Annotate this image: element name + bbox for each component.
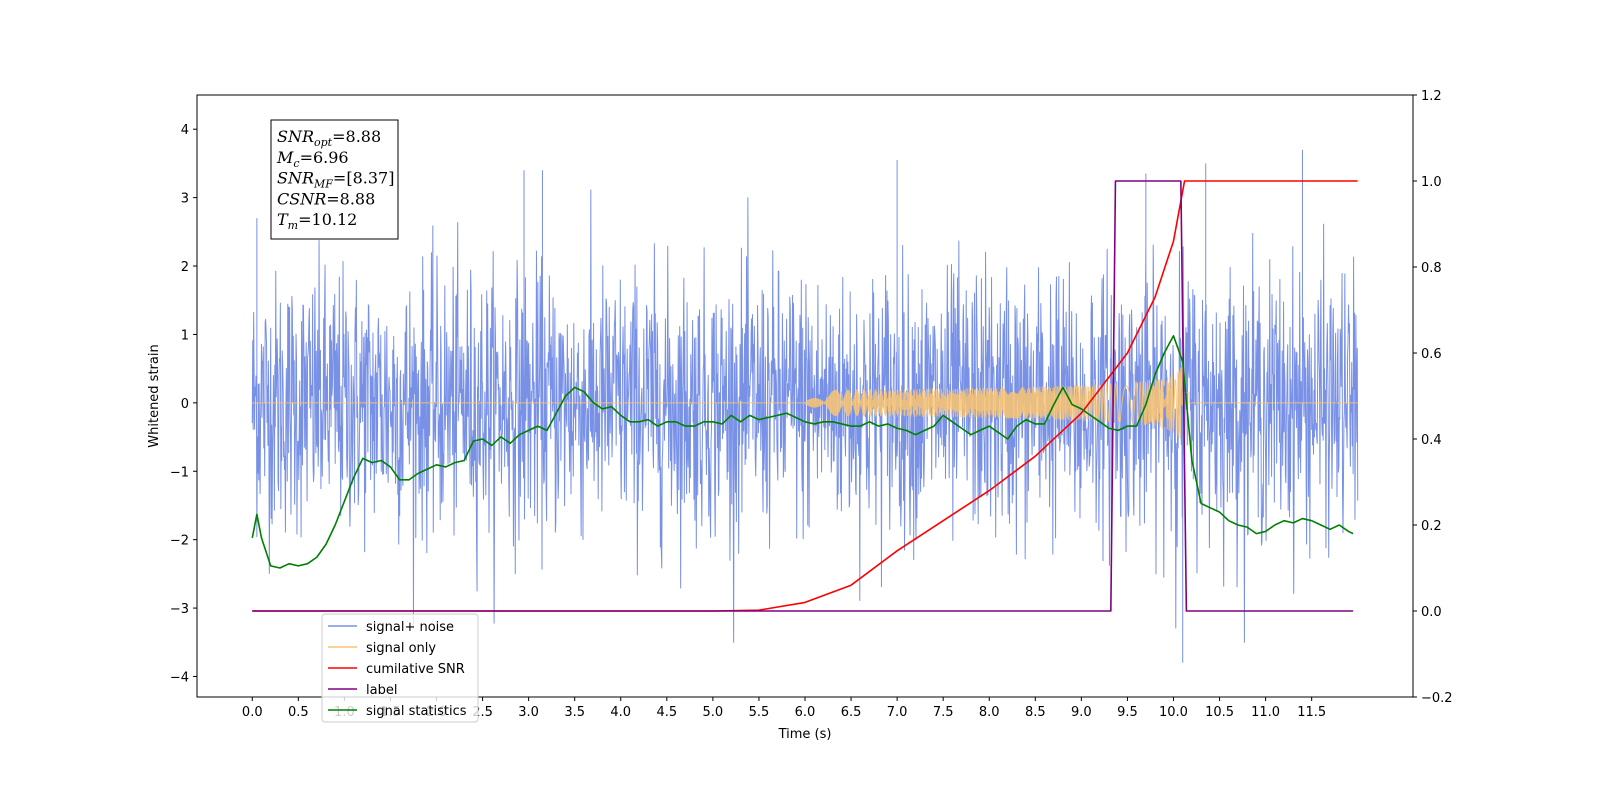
x-tick-label: 3.0 [518,705,539,720]
y-tick-label: 1 [181,328,189,343]
x-tick-label: 0.5 [288,705,309,720]
legend-label: signal+ noise [366,620,454,635]
stat-line: SNRopt=8.88 [277,127,381,149]
y-tick-label: −2 [170,534,189,549]
x-tick-label: 9.5 [1117,705,1138,720]
stat-line: Tm=10.12 [277,210,357,232]
y2-tick-label: −0.2 [1421,691,1453,706]
y-axis-left: 4 3 2 1 0 −1 −2 −3 −4 [170,123,197,685]
series-signal-only-line [252,365,1358,439]
y2-tick-label: 0.6 [1421,347,1442,362]
y-tick-label: −4 [170,670,189,685]
legend-label: signal only [366,641,436,656]
y2-tick-label: 0.4 [1421,433,1442,448]
y-tick-label: 0 [181,397,189,412]
x-tick-label: 9.0 [1071,705,1092,720]
x-tick-label: 10.5 [1205,705,1234,720]
x-tick-label: 5.5 [749,705,770,720]
legend-label: cumilative SNR [366,662,465,677]
x-axis-label: Time (s) [778,727,832,742]
x-tick-label: 10.0 [1159,705,1188,720]
y-tick-label: 3 [181,192,189,207]
y-tick-label: −3 [170,602,189,617]
stat-line: CSNR=8.88 [277,189,375,208]
x-tick-label: 0.0 [242,705,263,720]
x-tick-label: 7.0 [887,705,908,720]
y-axis-right: 1.2 1.0 0.8 0.6 0.4 0.2 0.0 −0.2 [1413,89,1453,706]
legend: signal+ noise signal only cumilative SNR la… [321,613,479,723]
y-tick-label: 4 [181,123,189,138]
x-tick-label: 4.0 [610,705,631,720]
legend-label: signal statistics [366,704,467,719]
x-tick-label: 8.0 [979,705,1000,720]
legend-frame [321,613,479,723]
series-signal-statistics-line [251,335,1354,569]
y2-tick-label: 0.8 [1421,261,1442,276]
x-tick-label: 6.0 [795,705,816,720]
x-tick-label: 6.5 [841,705,862,720]
series-signal-noise-line [251,149,1359,663]
y-tick-label: −1 [170,465,189,480]
x-tick-label: 11.0 [1251,705,1280,720]
x-tick-label: 5.0 [703,705,724,720]
x-tick-label: 4.5 [656,705,677,720]
x-tick-label: 3.5 [564,705,585,720]
y2-tick-label: 0.0 [1421,605,1442,620]
x-tick-label: 7.5 [933,705,954,720]
series-cumulative-snr-line [252,180,1358,612]
stat-line: Mc=6.96 [276,148,349,170]
y2-tick-label: 0.2 [1421,519,1442,534]
y2-tick-label: 1.2 [1421,89,1442,104]
legend-label: label [366,683,397,698]
series-label-line [252,180,1354,612]
stat-line: SNRMF=[8.37] [277,169,394,191]
stats-box-frame [270,119,399,240]
y2-tick-label: 1.0 [1421,175,1442,190]
y-axis-label: Whitened strain [147,344,162,447]
x-tick-label: 8.5 [1025,705,1046,720]
x-tick-label: 11.5 [1297,705,1326,720]
y-tick-label: 2 [181,260,189,275]
plot-area [251,149,1359,663]
